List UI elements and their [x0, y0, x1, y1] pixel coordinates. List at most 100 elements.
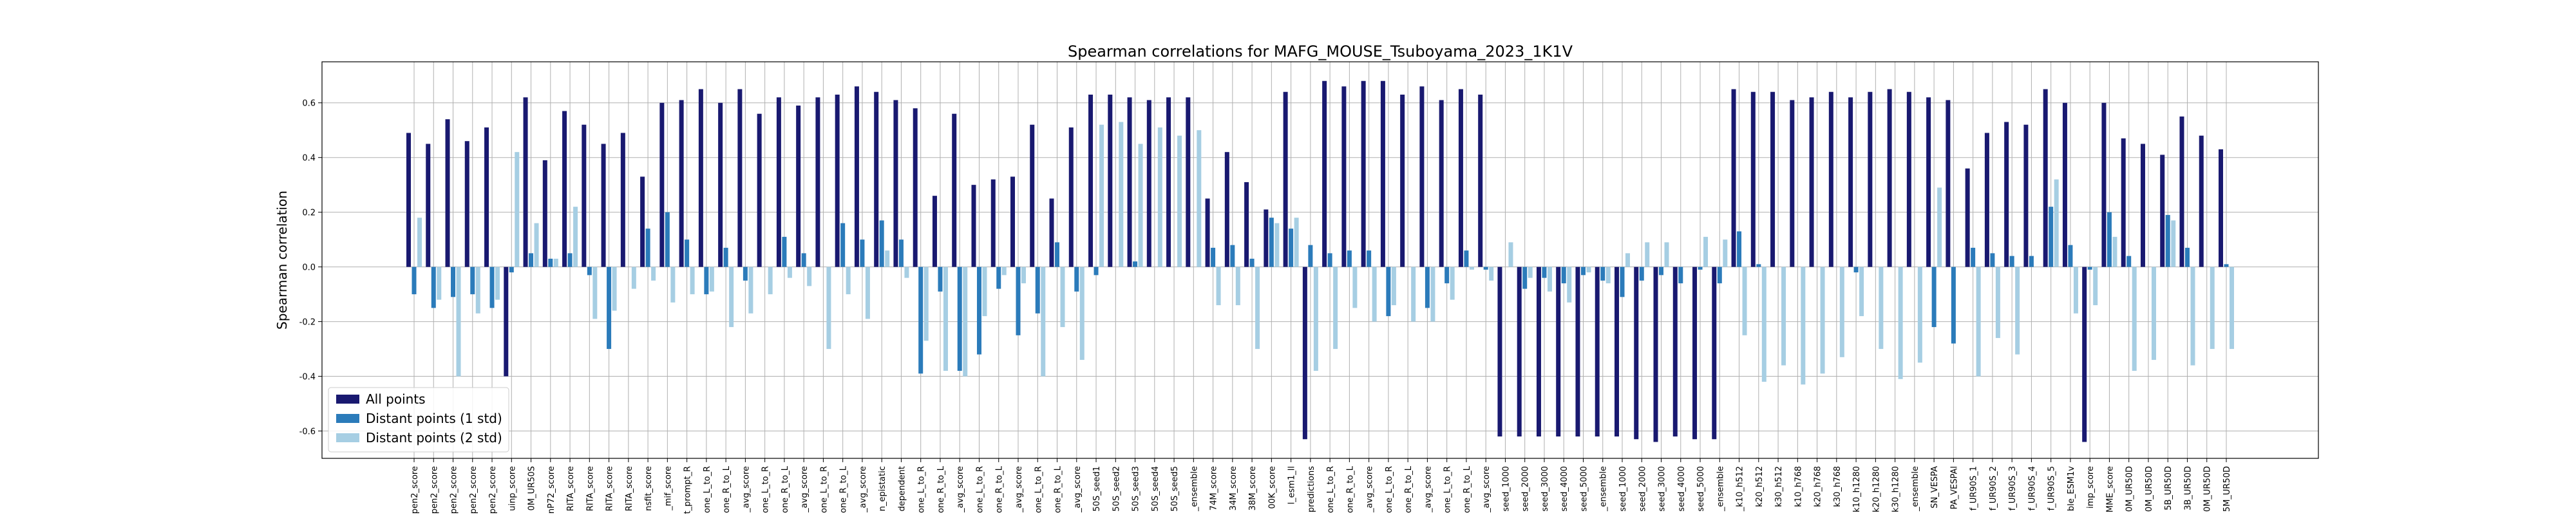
x-tick-label: one_L_to_R — [917, 466, 927, 513]
bar — [2112, 236, 2117, 267]
bar — [2126, 256, 2132, 267]
x-tick-label: one_R_to_L — [1054, 465, 1063, 513]
bar — [1235, 267, 1240, 306]
bar — [1615, 267, 1619, 437]
y-tick-label: 0.4 — [302, 154, 316, 164]
bar — [952, 113, 957, 267]
x-tick-label: pen2_score — [430, 466, 439, 514]
bar — [874, 91, 879, 267]
x-tick-label: uinp_score — [507, 466, 517, 511]
bar — [1322, 80, 1327, 267]
x-tick-label: 5B_UR50D — [2164, 466, 2174, 510]
bar — [1244, 182, 1249, 267]
bar — [2049, 207, 2054, 267]
bar — [567, 253, 573, 267]
bar — [835, 94, 840, 267]
x-tick-label: one_L_to_R — [975, 466, 985, 513]
bar — [2184, 247, 2190, 267]
x-tick-label: k30_h768 — [1833, 466, 1842, 507]
bar — [631, 267, 636, 289]
legend-label: Distant points (1 std) — [366, 411, 502, 426]
bar — [1965, 168, 1970, 267]
bar — [1497, 267, 1502, 437]
bar — [1723, 239, 1728, 267]
bar — [612, 267, 617, 311]
bar — [601, 144, 606, 267]
bar — [2023, 124, 2029, 267]
legend-swatch — [336, 414, 359, 423]
plot-frame — [321, 61, 2319, 459]
x-tick-label: 0M_UR50D — [2145, 466, 2154, 512]
bar — [470, 267, 475, 295]
bar — [854, 86, 859, 267]
x-tick-label: one_L_to_R — [761, 466, 771, 513]
y-tick-label: 0.0 — [302, 263, 316, 273]
bar — [1756, 264, 1761, 267]
bar — [826, 267, 831, 350]
bar — [1809, 97, 1814, 267]
bar — [504, 267, 509, 377]
x-tick-label: _avg_score — [956, 466, 965, 513]
bar — [2062, 102, 2067, 267]
bar — [1828, 91, 1833, 267]
bar — [1478, 94, 1483, 267]
bar — [796, 105, 801, 267]
bar — [1750, 91, 1756, 267]
x-tick-label: 3B_UR50D — [2183, 466, 2193, 510]
bar — [1177, 135, 1182, 267]
bar — [1839, 267, 1844, 357]
bar — [932, 196, 937, 267]
bar — [1211, 247, 1216, 267]
bar — [1030, 124, 1035, 267]
bar — [1937, 187, 1942, 267]
bar — [2210, 267, 2215, 350]
x-tick-label: 00K_score — [1267, 466, 1277, 509]
bar — [1391, 267, 1396, 306]
bar — [1289, 229, 1294, 267]
bar — [879, 220, 884, 267]
x-tick-label: seed_2000 — [1638, 466, 1647, 512]
x-tick-label: seed_1000 — [1501, 466, 1511, 512]
bar — [1483, 267, 1488, 270]
bar — [1692, 267, 1698, 440]
bar — [1060, 267, 1065, 328]
bar — [2219, 149, 2223, 267]
bar — [815, 97, 820, 267]
x-tick-label: one_L_to_R — [1385, 466, 1394, 513]
bar — [1308, 245, 1313, 267]
x-tick-label: seed_4000 — [1677, 466, 1687, 512]
bar — [1659, 267, 1664, 276]
bar — [1931, 267, 1937, 328]
x-tick-label: one_L_to_R — [1326, 466, 1336, 513]
bar — [582, 124, 587, 267]
bar — [1951, 267, 1956, 344]
x-tick-label: pen2_score — [488, 466, 498, 514]
bar — [1186, 97, 1191, 267]
bar — [1868, 91, 1873, 267]
bar — [484, 127, 489, 267]
x-tick-label: nP72_score — [547, 466, 556, 514]
x-tick-label: 0M_UR50D — [2125, 466, 2135, 512]
bar — [1458, 89, 1463, 267]
bar — [1074, 267, 1079, 292]
bar — [640, 176, 645, 267]
bar — [1742, 267, 1747, 335]
x-tick-label: n_epistatic — [878, 466, 887, 511]
x-tick-label: _avg_score — [1365, 466, 1375, 513]
bar — [1444, 267, 1450, 284]
bar — [1469, 267, 1474, 270]
x-tick-label: dependent — [897, 466, 907, 511]
bar — [846, 267, 851, 295]
x-tick-label: seed_5000 — [1579, 466, 1589, 512]
x-tick-label: f_UR90S_4 — [2027, 466, 2037, 510]
bar — [417, 218, 422, 267]
bar — [1352, 267, 1358, 308]
x-tick-label: _avg_score — [1423, 466, 1433, 513]
x-tick-label: _mif_score — [663, 466, 673, 511]
bar — [1556, 267, 1561, 437]
bar — [2160, 154, 2165, 267]
bar — [1157, 127, 1162, 267]
bar — [957, 267, 962, 371]
bar — [1731, 89, 1736, 267]
